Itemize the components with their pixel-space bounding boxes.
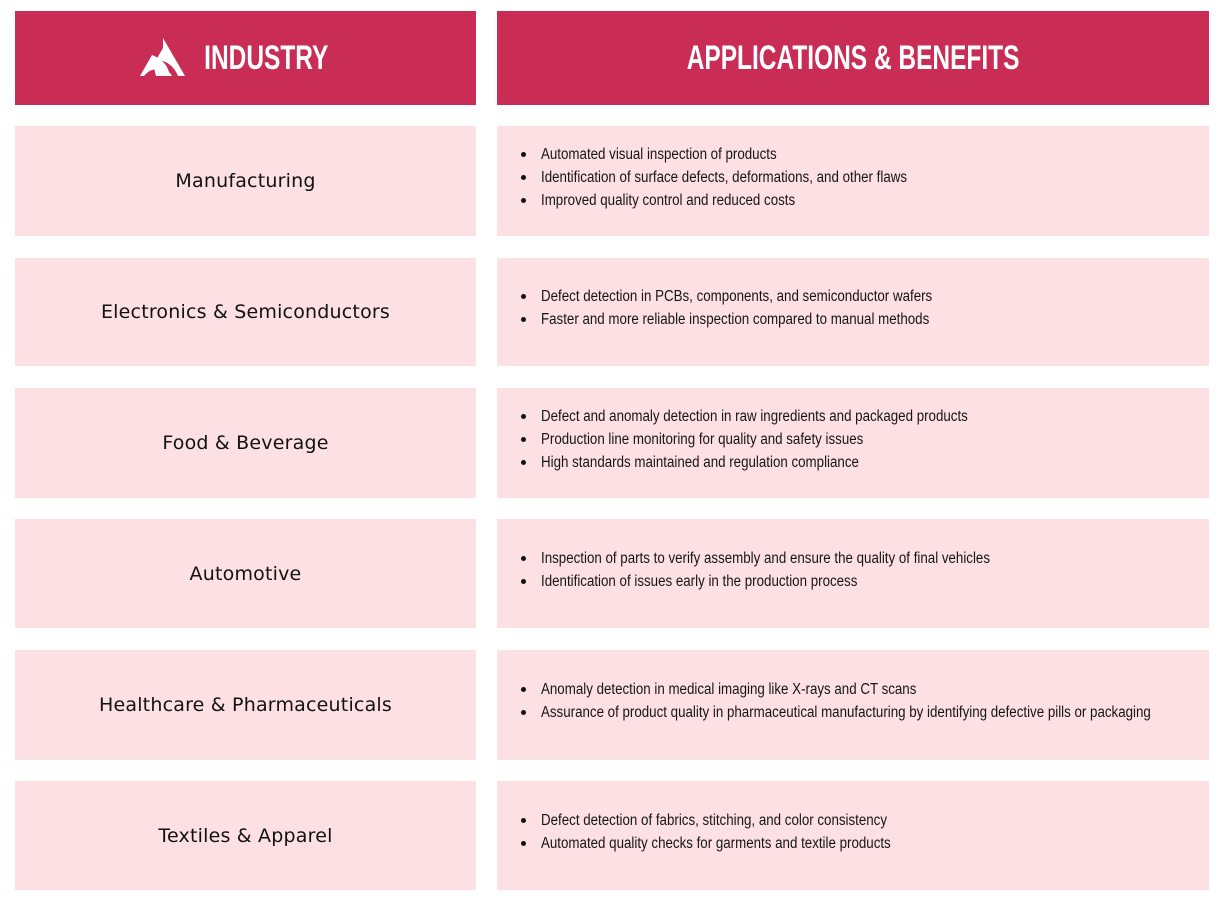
industry-cell: Manufacturing <box>15 126 476 236</box>
benefits-cell: Defect detection of fabrics, stitching, … <box>497 781 1209 890</box>
benefits-list: Anomaly detection in medical imaging lik… <box>497 678 1209 724</box>
benefits-cell: Automated visual inspection of products … <box>497 126 1209 236</box>
benefits-cell: Defect and anomaly detection in raw ingr… <box>497 388 1209 498</box>
industry-cell: Healthcare & Pharmaceuticals <box>15 650 476 760</box>
benefit-item: Defect detection of fabrics, stitching, … <box>521 809 1209 832</box>
benefits-list: Defect detection in PCBs, components, an… <box>497 285 1209 331</box>
benefit-item: Identification of surface defects, defor… <box>521 166 1209 189</box>
industry-header-title: INDUSTRY <box>204 38 329 77</box>
table-row: Food & Beverage Defect and anomaly detec… <box>0 388 1224 498</box>
table-row: Manufacturing Automated visual inspectio… <box>0 126 1224 236</box>
benefit-item: Defect and anomaly detection in raw ingr… <box>521 405 1209 428</box>
benefits-list: Defect detection of fabrics, stitching, … <box>497 809 1209 855</box>
table-row: Healthcare & Pharmaceuticals Anomaly det… <box>0 650 1224 760</box>
industry-name: Healthcare & Pharmaceuticals <box>98 694 392 716</box>
industry-name: Manufacturing <box>175 170 316 192</box>
benefits-cell: Defect detection in PCBs, components, an… <box>497 258 1209 366</box>
benefit-item: Automated visual inspection of products <box>521 143 1209 166</box>
industry-cell: Textiles & Apparel <box>15 781 476 890</box>
benefit-item: Faster and more reliable inspection comp… <box>521 308 1209 331</box>
industry-name: Automotive <box>189 562 302 585</box>
benefit-item: Production line monitoring for quality a… <box>521 428 1209 451</box>
table-row: Electronics & Semiconductors Defect dete… <box>0 258 1224 366</box>
benefit-item: High standards maintained and regulation… <box>521 451 1209 474</box>
industry-cell: Electronics & Semiconductors <box>15 258 476 366</box>
benefit-item: Automated quality checks for garments an… <box>521 832 1209 855</box>
benefits-list: Defect and anomaly detection in raw ingr… <box>497 405 1209 474</box>
applications-header-title: APPLICATIONS & BENEFITS <box>686 38 1020 77</box>
benefit-item: Defect detection in PCBs, components, an… <box>521 285 1209 308</box>
industry-name: Food & Beverage <box>162 432 329 454</box>
benefit-item: Improved quality control and reduced cos… <box>521 189 1209 212</box>
benefit-item: Anomaly detection in medical imaging lik… <box>521 678 1209 701</box>
benefits-list: Inspection of parts to verify assembly a… <box>497 547 1209 593</box>
table-row: Automotive Inspection of parts to verify… <box>0 519 1224 628</box>
industry-name: Electronics & Semiconductors <box>100 301 391 323</box>
benefits-cell: Inspection of parts to verify assembly a… <box>497 519 1209 628</box>
benefit-item: Identification of issues early in the pr… <box>521 570 1209 593</box>
applications-header: APPLICATIONS & BENEFITS <box>497 11 1209 105</box>
industry-cell: Automotive <box>15 519 476 628</box>
industry-cell: Food & Beverage <box>15 388 476 498</box>
benefit-item: Assurance of product quality in pharmace… <box>521 701 1209 724</box>
company-logo-icon <box>140 38 186 76</box>
benefits-cell: Anomaly detection in medical imaging lik… <box>497 650 1209 760</box>
industry-header: INDUSTRY <box>15 11 476 105</box>
benefit-item: Inspection of parts to verify assembly a… <box>521 547 1209 570</box>
table-row: Textiles & Apparel Defect detection of f… <box>0 781 1224 890</box>
industry-header-group: INDUSTRY <box>138 36 353 80</box>
benefits-list: Automated visual inspection of products … <box>497 143 1209 212</box>
industry-name: Textiles & Apparel <box>158 824 333 847</box>
